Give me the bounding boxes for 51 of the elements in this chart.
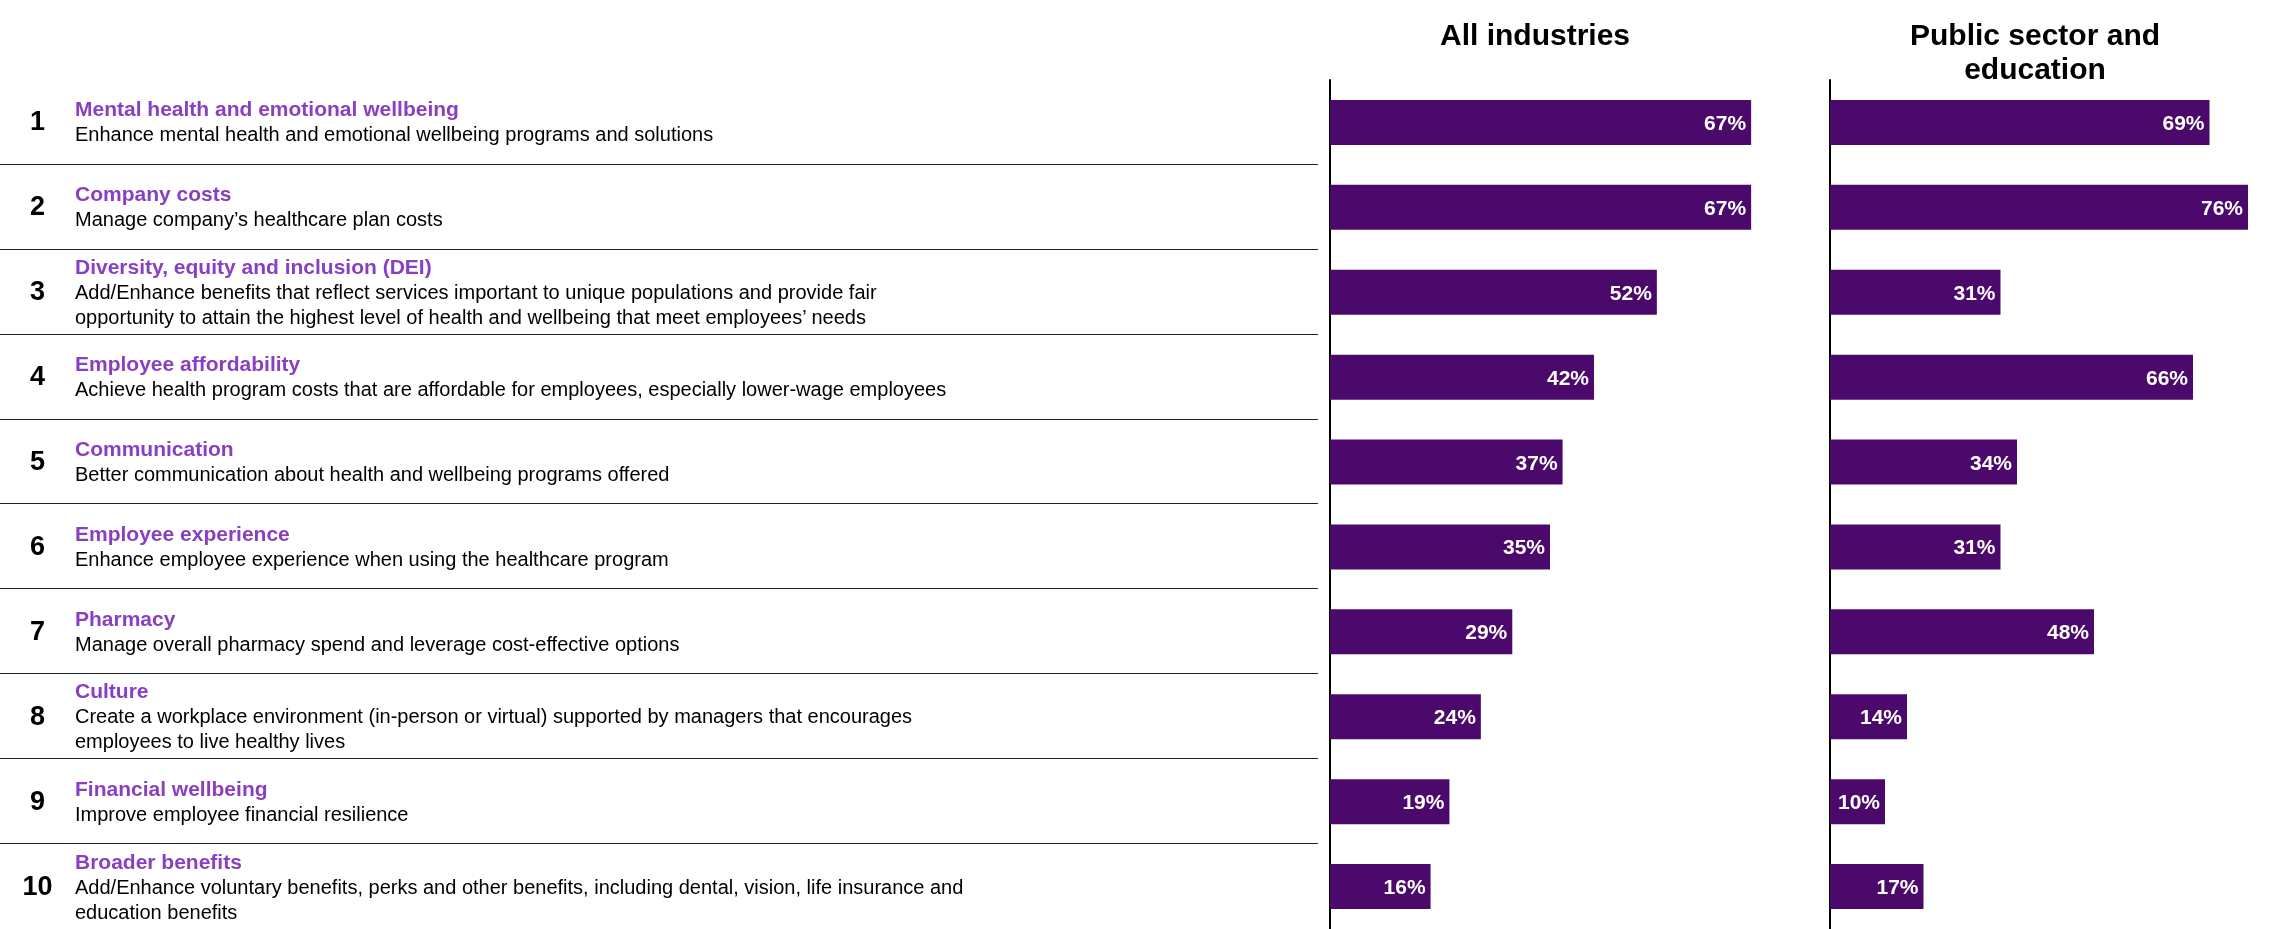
bar — [1830, 99, 2210, 145]
data-label: 42% — [1546, 365, 1590, 389]
bar — [1830, 864, 1924, 910]
data-label: 34% — [1969, 450, 2013, 474]
bar — [1330, 609, 1513, 655]
y-tick-label: 7 Pharmacy Manage overall pharmacy spend and leverage cost-effective options — [29, 605, 681, 657]
data-label: 19% — [1402, 790, 1445, 814]
data-label: 10% — [1837, 790, 1881, 814]
y-tick-label: 5 Communication Better communication about health and wellbeing programs offered — [29, 436, 671, 488]
data-label: 37% — [1515, 450, 1558, 474]
bar — [1330, 99, 1752, 145]
bar — [1330, 184, 1752, 230]
bar — [1330, 269, 1657, 315]
y-tick-label: 10 Broader benefits Add/Enhance voluntary benefits, perks and other benefits, including dental, vision, life insurance and education benefits — [21, 848, 965, 925]
bar — [1830, 354, 2193, 400]
bar — [1830, 439, 2017, 485]
data-label: 67% — [1704, 195, 1747, 219]
y-tick-label: 3 Diversity, equity and inclusion (DEI) Add/Enhance benefits that reflect services important to unique populations and provide fair opportunity to attain the highest level of health and wellbeing that meet employees’ needs — [29, 253, 878, 330]
bar — [1830, 609, 2094, 655]
y-tick-label: 9 Financial wellbeing Improve employee financial resilience — [29, 775, 410, 827]
bar — [1330, 524, 1550, 570]
data-label: 31% — [1953, 280, 1996, 304]
bar — [1330, 779, 1450, 825]
y-tick-label: 1 Mental health and emotional wellbeing Enhance mental health and emotional wellbeing programs and solutions — [29, 96, 715, 148]
chart-title: Public sector and education — [1909, 17, 2161, 85]
data-label: 29% — [1465, 620, 1508, 644]
data-label: 31% — [1953, 535, 1996, 559]
data-label: 17% — [1876, 875, 1919, 899]
data-label: 16% — [1383, 875, 1426, 899]
y-tick-label: 2 Company costs Manage company’s healthcare plan costs — [29, 181, 444, 233]
bar — [1830, 524, 2001, 570]
data-label: 48% — [2046, 620, 2090, 644]
chart-title: All industries — [1439, 17, 1631, 51]
data-label: 76% — [2200, 195, 2244, 219]
data-label: 35% — [1502, 535, 1546, 559]
data-label: 69% — [2162, 110, 2205, 134]
data-label: 24% — [1433, 705, 1477, 729]
y-tick-label: 4 Employee affordability Achieve health program costs that are affordable for employees, especially lower-wage employees — [29, 351, 948, 403]
bar — [1830, 269, 2001, 315]
data-label: 67% — [1704, 110, 1747, 134]
data-label: 66% — [2145, 365, 2189, 389]
bar — [1330, 694, 1481, 740]
data-label: 52% — [1609, 280, 1653, 304]
bar — [1330, 354, 1594, 400]
bar — [1830, 694, 1907, 740]
bar — [1330, 439, 1563, 485]
y-tick-label: 6 Employee experience Enhance employee experience when using the healthcare program — [29, 520, 670, 572]
y-tick-label: 8 Culture Create a workplace environment (in-person or virtual) supported by managers that encourages employees to live healthy lives — [29, 678, 914, 755]
bar — [1830, 184, 2248, 230]
data-label: 14% — [1859, 705, 1903, 729]
bar — [1330, 864, 1431, 910]
